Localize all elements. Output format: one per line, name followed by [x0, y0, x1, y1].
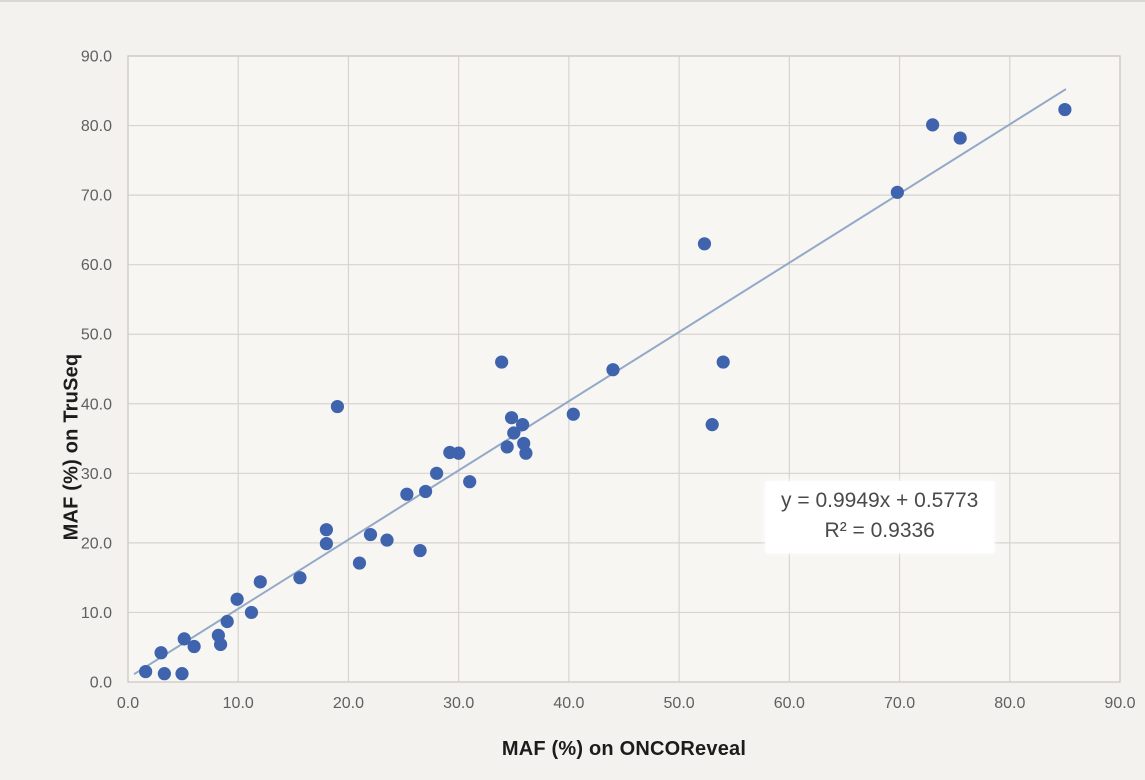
data-point: [154, 646, 168, 660]
trendline-equation-text: y = 0.9949x + 0.5773: [781, 489, 979, 513]
data-point: [293, 571, 307, 585]
data-point: [495, 355, 509, 369]
trendline-label-box: y = 0.9949x + 0.5773 R² = 0.9336: [765, 481, 995, 553]
data-point: [890, 185, 904, 199]
data-point: [716, 355, 730, 369]
data-point: [697, 237, 712, 251]
x-tick-label: 90.0: [1104, 695, 1135, 712]
y-tick-label: 40.0: [81, 396, 112, 413]
data-point: [352, 556, 367, 570]
data-point: [230, 592, 244, 606]
plot-border: [127, 55, 1121, 683]
x-tick-label: 20.0: [333, 695, 364, 712]
data-point: [413, 543, 427, 558]
x-tick-label: 40.0: [553, 695, 584, 712]
x-tick-label: 60.0: [774, 695, 805, 712]
data-point: [504, 411, 519, 425]
data-point: [319, 523, 333, 537]
trendline: [133, 88, 1067, 676]
y-tick-label: 90.0: [81, 49, 112, 66]
data-point: [330, 399, 345, 414]
data-point: [213, 637, 228, 652]
data-point: [500, 440, 514, 454]
data-point: [953, 131, 967, 145]
data-point: [253, 575, 267, 589]
data-point: [220, 614, 234, 629]
x-tick-label: 10.0: [223, 695, 254, 712]
data-point: [400, 487, 414, 501]
plot-background: [128, 56, 1120, 682]
y-tick-label: 50.0: [81, 327, 112, 344]
data-point: [1058, 102, 1072, 117]
y-tick-label: 80.0: [81, 118, 112, 135]
data-point: [419, 484, 433, 499]
data-point: [507, 426, 521, 440]
data-point: [515, 418, 530, 432]
data-point: [452, 446, 466, 460]
x-tick-label: 0.0: [117, 695, 139, 712]
data-point: [244, 605, 259, 620]
x-axis-title: MAF (%) on ONCOReveal: [501, 738, 747, 760]
data-point: [177, 632, 191, 646]
x-tick-label: 30.0: [443, 695, 474, 712]
y-tick-label: 30.0: [81, 466, 112, 483]
x-tick-label: 50.0: [664, 695, 695, 712]
data-point: [519, 446, 533, 460]
y-tick-label: 70.0: [81, 188, 112, 205]
data-point: [319, 536, 333, 551]
y-tick-label: 60.0: [81, 257, 112, 274]
data-point: [157, 667, 171, 681]
r-squared-text: R² = 0.9336: [824, 519, 935, 543]
data-point: [463, 475, 477, 489]
y-axis-title: MAF (%) on TruSeq: [60, 353, 83, 541]
data-point: [606, 363, 620, 377]
y-tick-label: 10.0: [81, 605, 112, 622]
data-point: [187, 639, 201, 654]
data-point: [705, 418, 719, 432]
y-tick-label: 20.0: [81, 535, 112, 552]
x-tick-label: 70.0: [884, 695, 915, 712]
data-point: [139, 664, 153, 679]
y-tick-label: 0.0: [90, 675, 112, 692]
data-point: [380, 533, 394, 547]
data-point: [566, 407, 580, 421]
data-point: [926, 118, 940, 132]
data-point: [175, 667, 189, 681]
data-point: [430, 466, 444, 480]
data-point: [363, 527, 378, 542]
x-tick-label: 80.0: [994, 695, 1025, 712]
